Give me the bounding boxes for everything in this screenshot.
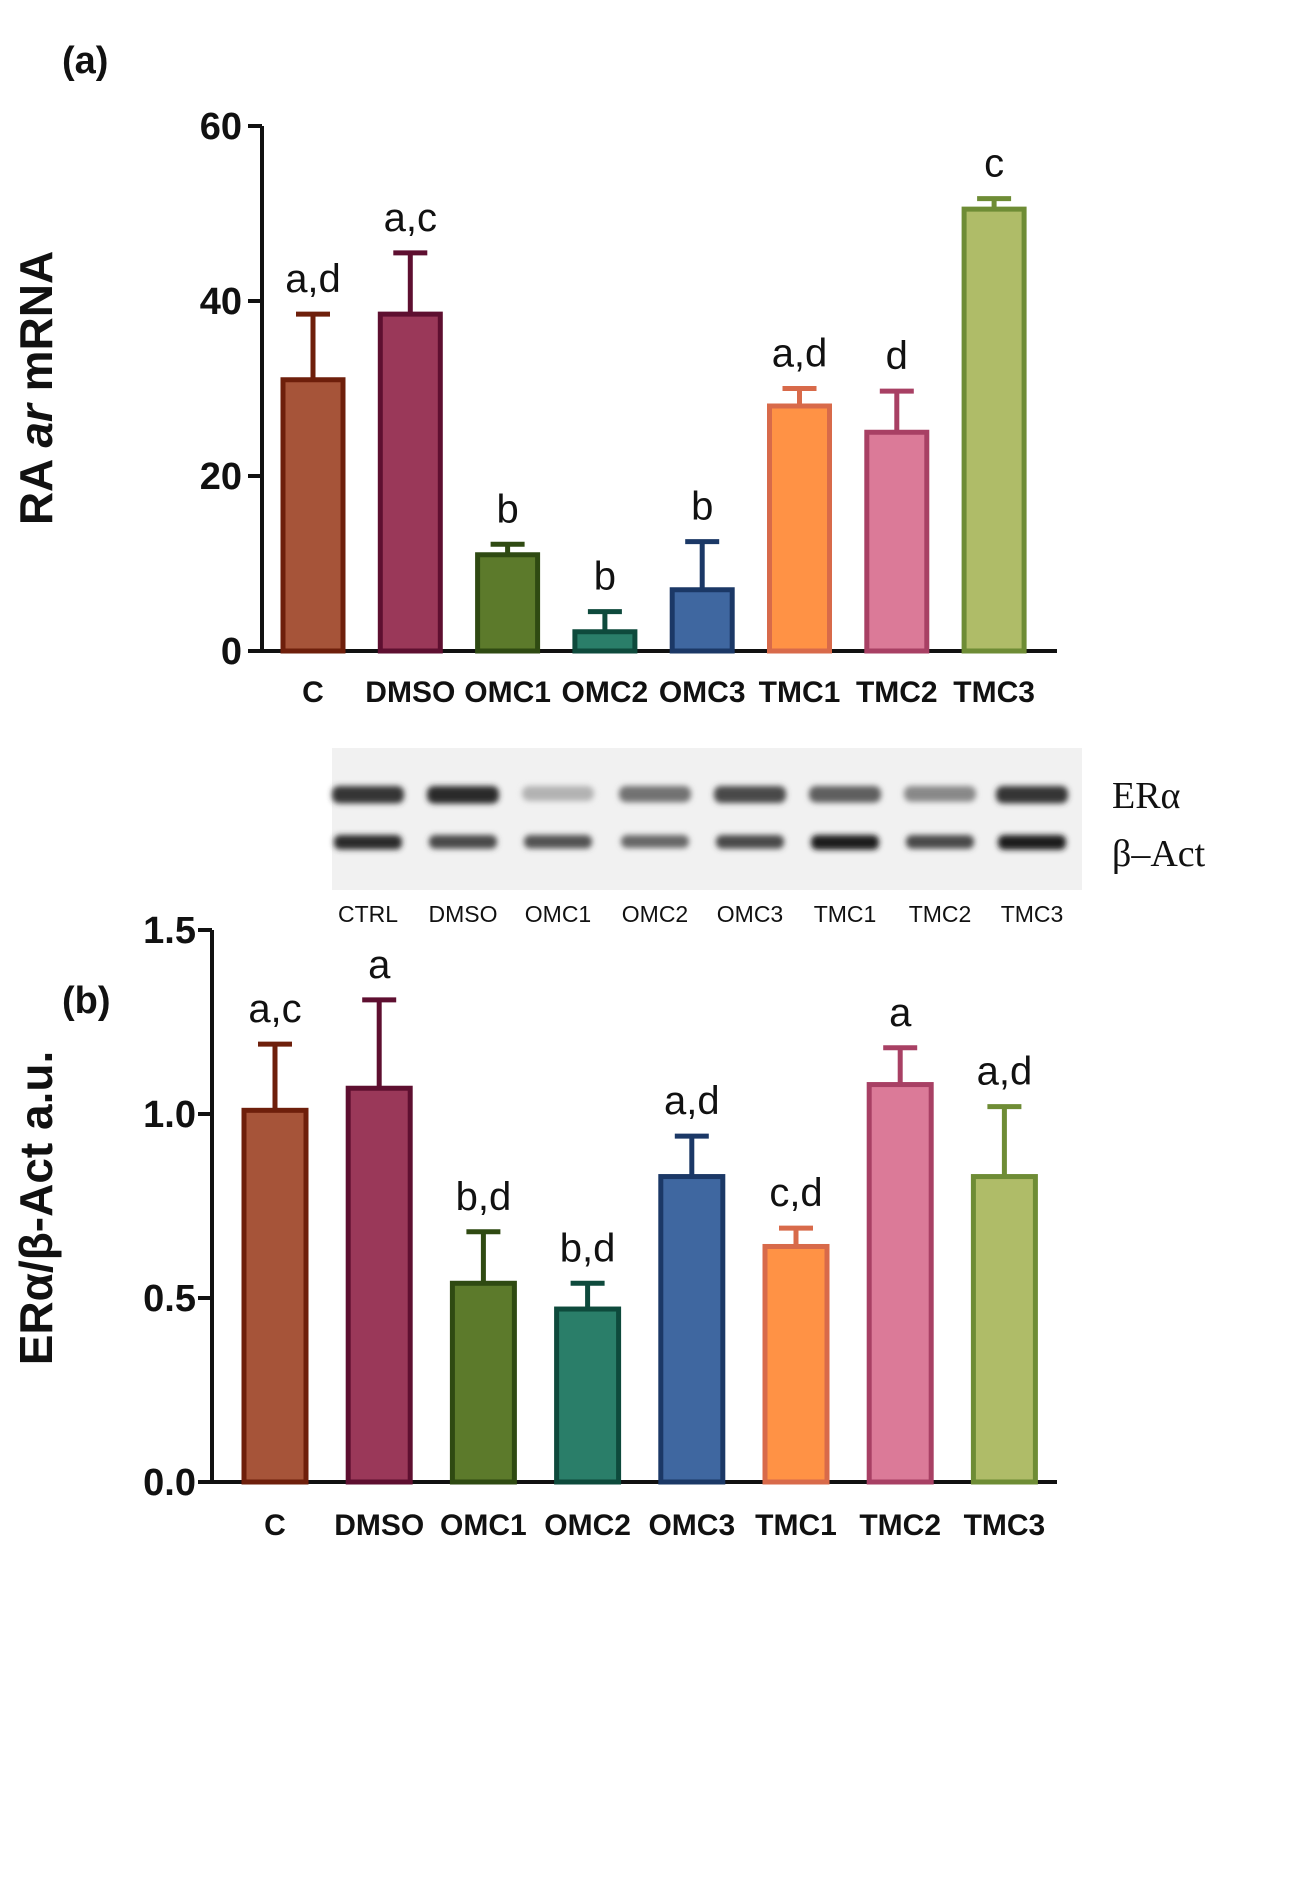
x-tick-label-omc1: OMC1 [440,1509,527,1542]
sig-letters-omc1: b [496,487,518,531]
blot-background [332,748,1082,890]
y-tick-label: 1.0 [143,1094,196,1136]
bact-band-omc3 [716,835,784,849]
x-tick-label-omc2: OMC2 [544,1509,631,1542]
blot-lane-label: TMC1 [814,901,877,927]
x-tick-label-tmc2: TMC2 [859,1509,941,1542]
blot-lane-label: OMC1 [525,901,591,927]
era-band-omc3 [714,786,786,803]
bact-band-omc2 [621,835,689,848]
bar-dmso [377,311,443,654]
bact-band-tmc2 [906,835,974,849]
blot-lane-label: CTRL [338,901,398,927]
bact-band-ctrl [334,835,402,850]
bar-omc3 [658,1174,726,1485]
era-band-ctrl [332,786,404,804]
y-axis-label-part: ERα/β-Act a.u. [10,1051,62,1366]
era-band-omc2 [619,786,691,803]
bar-omc1 [475,552,541,654]
sig-letters-tmc2: d [886,334,908,378]
blot-lane-label: TMC2 [909,901,972,927]
x-tick-label-c: C [302,676,324,709]
bar-omc1 [449,1280,517,1485]
sig-letters-tmc1: c,d [769,1171,822,1215]
x-tick-label-tmc3: TMC3 [964,1509,1046,1542]
era-band-tmc2 [904,786,976,802]
y-tick-label: 1.5 [143,910,196,952]
era-band-omc1 [522,786,594,801]
x-tick-label-tmc3: TMC3 [953,676,1035,709]
sig-letters-dmso: a [368,943,391,987]
y-axis-label-part: ar [10,402,62,448]
x-tick-label-omc2: OMC2 [562,676,649,709]
bact-band-tmc3 [998,835,1066,850]
x-tick-label-omc3: OMC3 [659,676,746,709]
x-tick-label-tmc2: TMC2 [856,676,938,709]
bar-tmc1 [767,403,832,654]
y-tick-label: 0 [221,631,242,673]
blot-lane-label: OMC3 [717,901,783,927]
sig-letters-omc3: a,d [664,1079,720,1123]
sig-letters-tmc3: a,d [977,1050,1033,1094]
bar-tmc3 [961,206,1027,654]
sig-letters-dmso: a,c [384,196,437,240]
x-tick-label-omc1: OMC1 [464,676,551,709]
bar-tmc2 [864,429,930,654]
y-axis-label-part: mRNA [10,251,62,404]
panel-b-label: (b) [62,980,111,1022]
chart-a: 0 20 40 60 RA ar mRNA a,d Ca,c DMSO b OMC1 b OMC2 b O… [10,106,1057,709]
bar-dmso [345,1085,413,1485]
y-axis-label-part: RA [10,448,62,526]
x-tick-label-omc3: OMC3 [648,1509,735,1542]
x-tick-label-tmc1: TMC1 [755,1509,837,1542]
chart-b: 0.0 0.5 1.0 1.5 ERα/β-Act a.u. a,c Ca DMSO b,d OM… [10,910,1057,1542]
blot-protein-era: ERα [1112,775,1181,817]
bact-band-omc1 [524,835,592,849]
era-band-dmso [427,786,499,804]
blot-lane-label: DMSO [429,901,498,927]
panel-a-label: (a) [62,40,109,82]
blot-protein-bact: β–Act [1112,833,1206,875]
x-tick-label-dmso: DMSO [365,676,455,709]
bar-tmc2 [866,1082,934,1485]
blot-lane-label: OMC2 [622,901,688,927]
western-blot: CTRL DMSO OMC1 OMC2 OMC3 TMC1 TMC2 TMC3 ERα β–Act [332,748,1206,927]
x-tick-label-tmc1: TMC1 [759,676,841,709]
y-tick-label: 0.5 [143,1278,196,1320]
bact-band-tmc1 [811,835,879,850]
sig-letters-tmc3: c [984,142,1004,186]
x-tick-label-dmso: DMSO [334,1509,424,1542]
bar-omc2 [554,1306,622,1485]
sig-letters-omc2: b,d [560,1226,616,1270]
x-tick-label-c: C [264,1509,286,1542]
sig-letters-omc1: b,d [456,1175,512,1219]
sig-letters-tmc2: a [889,991,912,1035]
y-axis-label: ERα/β-Act a.u. [10,1051,62,1366]
bar-tmc1 [762,1243,830,1485]
y-axis-label: RA ar mRNA [10,251,62,525]
bar-omc3 [669,587,735,654]
bar-omc2 [572,629,638,654]
bar-tmc3 [970,1174,1038,1485]
sig-letters-c: a,d [285,257,341,301]
blot-lane-label: TMC3 [1001,901,1064,927]
era-band-tmc1 [809,786,881,803]
sig-letters-tmc1: a,d [772,332,828,376]
y-tick-label: 40 [200,281,242,323]
y-tick-label: 60 [200,106,242,148]
sig-letters-c: a,c [248,987,301,1031]
bact-band-dmso [429,835,497,849]
sig-letters-omc3: b [691,485,713,529]
bar-c [280,377,346,654]
era-band-tmc3 [996,786,1068,804]
sig-letters-omc2: b [594,555,616,599]
y-tick-label: 0.0 [143,1462,196,1504]
bar-c [241,1107,309,1485]
y-tick-label: 20 [200,456,242,498]
